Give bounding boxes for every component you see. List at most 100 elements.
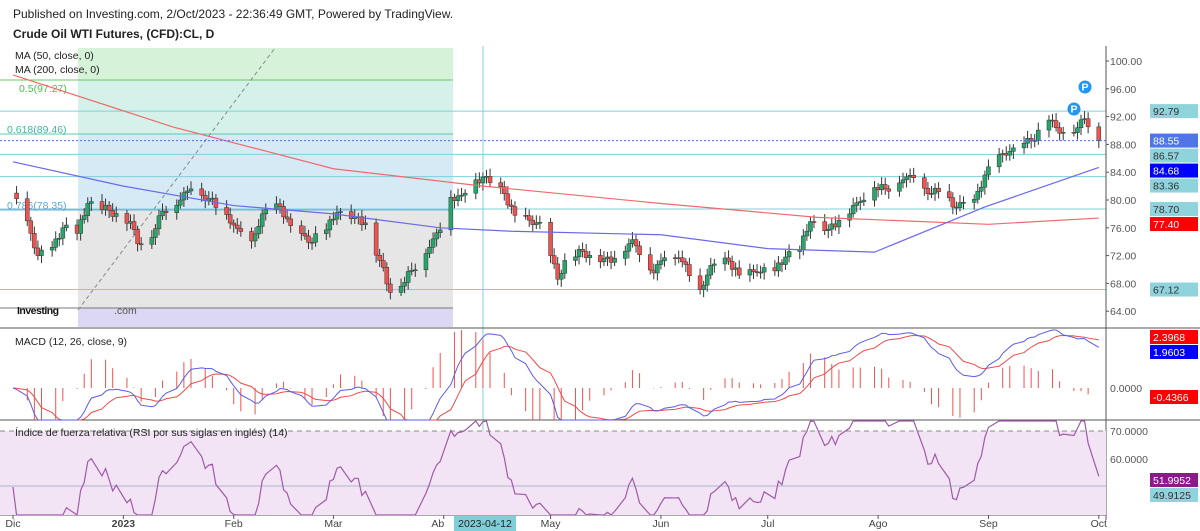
macd-tag: 2.3968 bbox=[1153, 332, 1185, 344]
candle bbox=[437, 229, 443, 233]
candle bbox=[1007, 151, 1013, 156]
candle bbox=[413, 269, 418, 272]
candle bbox=[900, 179, 906, 184]
y-tick-label: 84.00 bbox=[1110, 167, 1136, 179]
y-tick-label: 72.00 bbox=[1110, 251, 1136, 263]
last-price-tag: 88.55 bbox=[1153, 136, 1179, 148]
candle bbox=[259, 213, 265, 227]
macd-tag-bg bbox=[1150, 330, 1198, 344]
x-tick-label: Sep bbox=[979, 518, 998, 530]
ma200-tag: 77.40 bbox=[1153, 219, 1179, 231]
candle bbox=[761, 267, 767, 273]
ma200-line bbox=[12, 74, 1099, 225]
candle bbox=[288, 218, 293, 226]
candle bbox=[263, 209, 269, 215]
candle bbox=[185, 190, 190, 193]
candle bbox=[573, 256, 578, 261]
candle bbox=[348, 211, 354, 219]
candle bbox=[747, 269, 753, 276]
macd-zero-label: 0.0000 bbox=[1110, 383, 1142, 395]
candle bbox=[836, 219, 842, 228]
candle bbox=[950, 197, 956, 208]
candle bbox=[996, 154, 1002, 168]
candle bbox=[448, 196, 454, 231]
candle bbox=[462, 192, 468, 196]
ma50-tag: 84.68 bbox=[1153, 166, 1179, 178]
candle bbox=[502, 186, 507, 194]
candle bbox=[473, 179, 479, 194]
candle bbox=[957, 202, 963, 208]
candle bbox=[947, 191, 952, 198]
candle bbox=[498, 182, 503, 188]
candle bbox=[334, 212, 340, 220]
fib-label-0.786: 0.786(78.35) bbox=[7, 200, 67, 212]
candle bbox=[60, 227, 66, 239]
candle bbox=[85, 203, 91, 216]
candle bbox=[160, 210, 165, 217]
level-tag-bg bbox=[1150, 104, 1198, 119]
candle bbox=[306, 235, 311, 243]
signal-tag-bg bbox=[1150, 345, 1198, 359]
candle bbox=[512, 206, 518, 216]
candle bbox=[373, 222, 379, 256]
level-tag: 92.79 bbox=[1153, 106, 1179, 118]
candle bbox=[847, 213, 852, 221]
candle bbox=[712, 263, 717, 266]
candle bbox=[555, 263, 560, 280]
candle bbox=[324, 229, 329, 234]
macd-signal-line bbox=[12, 335, 1099, 421]
rsi-ma-tag: 49.9125 bbox=[1153, 490, 1191, 502]
candle bbox=[687, 264, 692, 277]
candle bbox=[53, 238, 58, 248]
level-tag: 83.36 bbox=[1153, 181, 1179, 193]
candle bbox=[509, 204, 514, 207]
crosshair-date-bg bbox=[454, 516, 516, 531]
candle bbox=[89, 201, 94, 204]
candle bbox=[1096, 126, 1102, 141]
fib-zone-3 bbox=[78, 134, 453, 210]
candle bbox=[106, 204, 112, 211]
candle bbox=[327, 219, 333, 231]
candle bbox=[904, 176, 909, 181]
fib-label-0.5: 0.5(97.27) bbox=[19, 83, 67, 95]
histogram-tag-bg bbox=[1150, 390, 1198, 404]
candle bbox=[363, 222, 368, 226]
candle bbox=[697, 275, 703, 290]
candle bbox=[14, 192, 19, 199]
level-tag-bg bbox=[1150, 282, 1198, 297]
candle bbox=[338, 211, 343, 213]
candle bbox=[1053, 120, 1059, 128]
ma50-line bbox=[12, 161, 1099, 253]
x-tick-label: Jul bbox=[761, 518, 774, 530]
candle bbox=[1046, 119, 1052, 131]
candle bbox=[808, 221, 813, 232]
candle bbox=[822, 221, 827, 231]
candle bbox=[156, 215, 162, 229]
candle bbox=[64, 224, 69, 229]
ma50-tag-bg bbox=[1150, 163, 1198, 178]
candle bbox=[587, 255, 592, 258]
candle bbox=[430, 238, 436, 248]
candle bbox=[922, 177, 927, 189]
candle bbox=[979, 186, 984, 192]
fib-label-0.618: 0.618(89.46) bbox=[7, 124, 67, 136]
candle bbox=[427, 247, 432, 254]
candle bbox=[783, 256, 788, 265]
candle bbox=[231, 222, 236, 226]
candle bbox=[384, 267, 390, 285]
candle bbox=[1021, 142, 1027, 149]
rsi-70-label: 70.0000 bbox=[1110, 426, 1148, 438]
candle bbox=[131, 221, 137, 231]
candle bbox=[936, 187, 941, 192]
candle bbox=[178, 199, 183, 206]
candle bbox=[633, 239, 639, 247]
macd-line bbox=[12, 329, 1100, 421]
candle bbox=[925, 188, 931, 194]
candle bbox=[975, 190, 981, 200]
candle bbox=[655, 264, 660, 274]
candle bbox=[313, 233, 318, 243]
fib-zone-5 bbox=[78, 308, 453, 327]
rsi-title: Índice de fuerza relativa (RSI por sus s… bbox=[15, 426, 288, 439]
